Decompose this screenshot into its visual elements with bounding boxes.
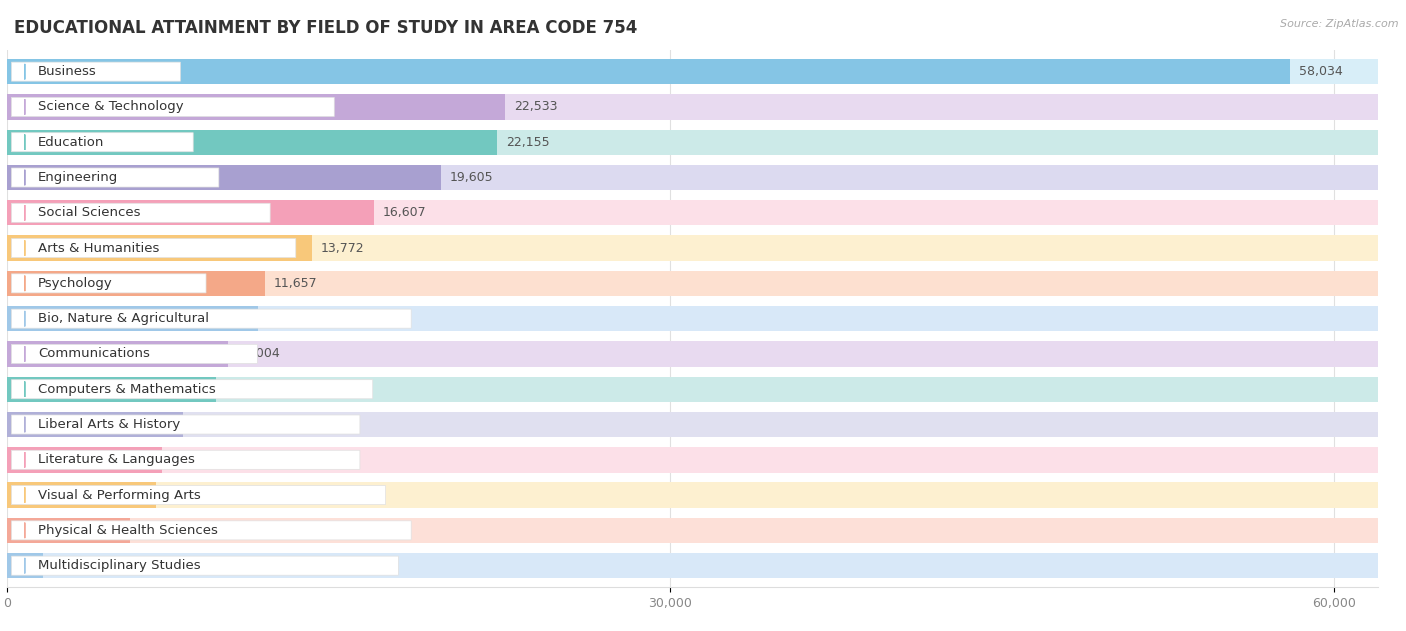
Bar: [7, 482, 156, 508]
Text: Visual & Performing Arts: Visual & Performing Arts: [38, 488, 201, 502]
Bar: [7, 341, 1378, 367]
FancyBboxPatch shape: [11, 309, 411, 328]
Text: Computers & Mathematics: Computers & Mathematics: [38, 383, 215, 396]
Bar: [7, 553, 1378, 579]
FancyBboxPatch shape: [11, 486, 385, 505]
Bar: [7, 200, 1378, 225]
Text: 7,954: 7,954: [191, 418, 228, 431]
FancyBboxPatch shape: [11, 62, 180, 81]
Text: Liberal Arts & History: Liberal Arts & History: [38, 418, 180, 431]
Bar: [7, 59, 1378, 85]
Text: Physical & Health Sciences: Physical & Health Sciences: [38, 524, 218, 537]
Text: 19,605: 19,605: [450, 171, 494, 184]
Bar: [7, 129, 1378, 155]
Bar: [7, 517, 1378, 543]
Text: EDUCATIONAL ATTAINMENT BY FIELD OF STUDY IN AREA CODE 754: EDUCATIONAL ATTAINMENT BY FIELD OF STUDY…: [14, 19, 637, 37]
Text: Arts & Humanities: Arts & Humanities: [38, 242, 159, 254]
Bar: [7, 553, 44, 579]
Bar: [7, 341, 228, 367]
Bar: [7, 412, 183, 437]
FancyBboxPatch shape: [11, 380, 373, 399]
Text: 58,034: 58,034: [1299, 65, 1343, 78]
Text: Psychology: Psychology: [38, 277, 112, 290]
Bar: [7, 377, 215, 402]
FancyBboxPatch shape: [11, 521, 411, 540]
Text: 11,657: 11,657: [274, 277, 318, 290]
Text: 22,155: 22,155: [506, 136, 550, 149]
Bar: [7, 271, 1378, 296]
Text: Bio, Nature & Agricultural: Bio, Nature & Agricultural: [38, 312, 209, 325]
Bar: [7, 306, 257, 331]
Bar: [7, 129, 496, 155]
Bar: [7, 94, 505, 120]
Text: Science & Technology: Science & Technology: [38, 100, 184, 114]
Bar: [7, 235, 1378, 261]
Text: 9,442: 9,442: [225, 383, 260, 396]
Text: 6,752: 6,752: [165, 488, 201, 502]
FancyBboxPatch shape: [11, 556, 398, 575]
Text: Communications: Communications: [38, 348, 150, 360]
Text: Business: Business: [38, 65, 97, 78]
FancyBboxPatch shape: [11, 274, 207, 293]
Bar: [7, 200, 374, 225]
FancyBboxPatch shape: [11, 133, 193, 151]
Bar: [7, 447, 1378, 473]
Text: Education: Education: [38, 136, 104, 149]
Bar: [7, 517, 129, 543]
Text: 1,636: 1,636: [52, 559, 87, 572]
Text: 22,533: 22,533: [515, 100, 558, 114]
Text: 13,772: 13,772: [321, 242, 364, 254]
FancyBboxPatch shape: [11, 239, 295, 257]
Text: 5,559: 5,559: [139, 524, 174, 537]
Bar: [7, 447, 162, 473]
Text: 7,011: 7,011: [172, 453, 207, 466]
Text: 10,004: 10,004: [238, 348, 281, 360]
Bar: [7, 235, 312, 261]
Text: Source: ZipAtlas.com: Source: ZipAtlas.com: [1281, 19, 1399, 29]
Bar: [7, 94, 1378, 120]
FancyBboxPatch shape: [11, 97, 335, 117]
Bar: [7, 271, 264, 296]
Text: Literature & Languages: Literature & Languages: [38, 453, 195, 466]
FancyBboxPatch shape: [11, 203, 270, 222]
FancyBboxPatch shape: [11, 168, 219, 187]
Bar: [7, 306, 1378, 331]
Text: 11,345: 11,345: [267, 312, 311, 325]
FancyBboxPatch shape: [11, 451, 360, 469]
FancyBboxPatch shape: [11, 345, 257, 363]
Text: 16,607: 16,607: [382, 206, 426, 220]
Bar: [7, 412, 1378, 437]
Bar: [7, 377, 1378, 402]
Bar: [7, 59, 1291, 85]
Text: Multidisciplinary Studies: Multidisciplinary Studies: [38, 559, 201, 572]
Bar: [7, 165, 440, 190]
FancyBboxPatch shape: [11, 415, 360, 434]
Bar: [7, 482, 1378, 508]
Bar: [7, 165, 1378, 190]
Text: Engineering: Engineering: [38, 171, 118, 184]
Text: Social Sciences: Social Sciences: [38, 206, 141, 220]
